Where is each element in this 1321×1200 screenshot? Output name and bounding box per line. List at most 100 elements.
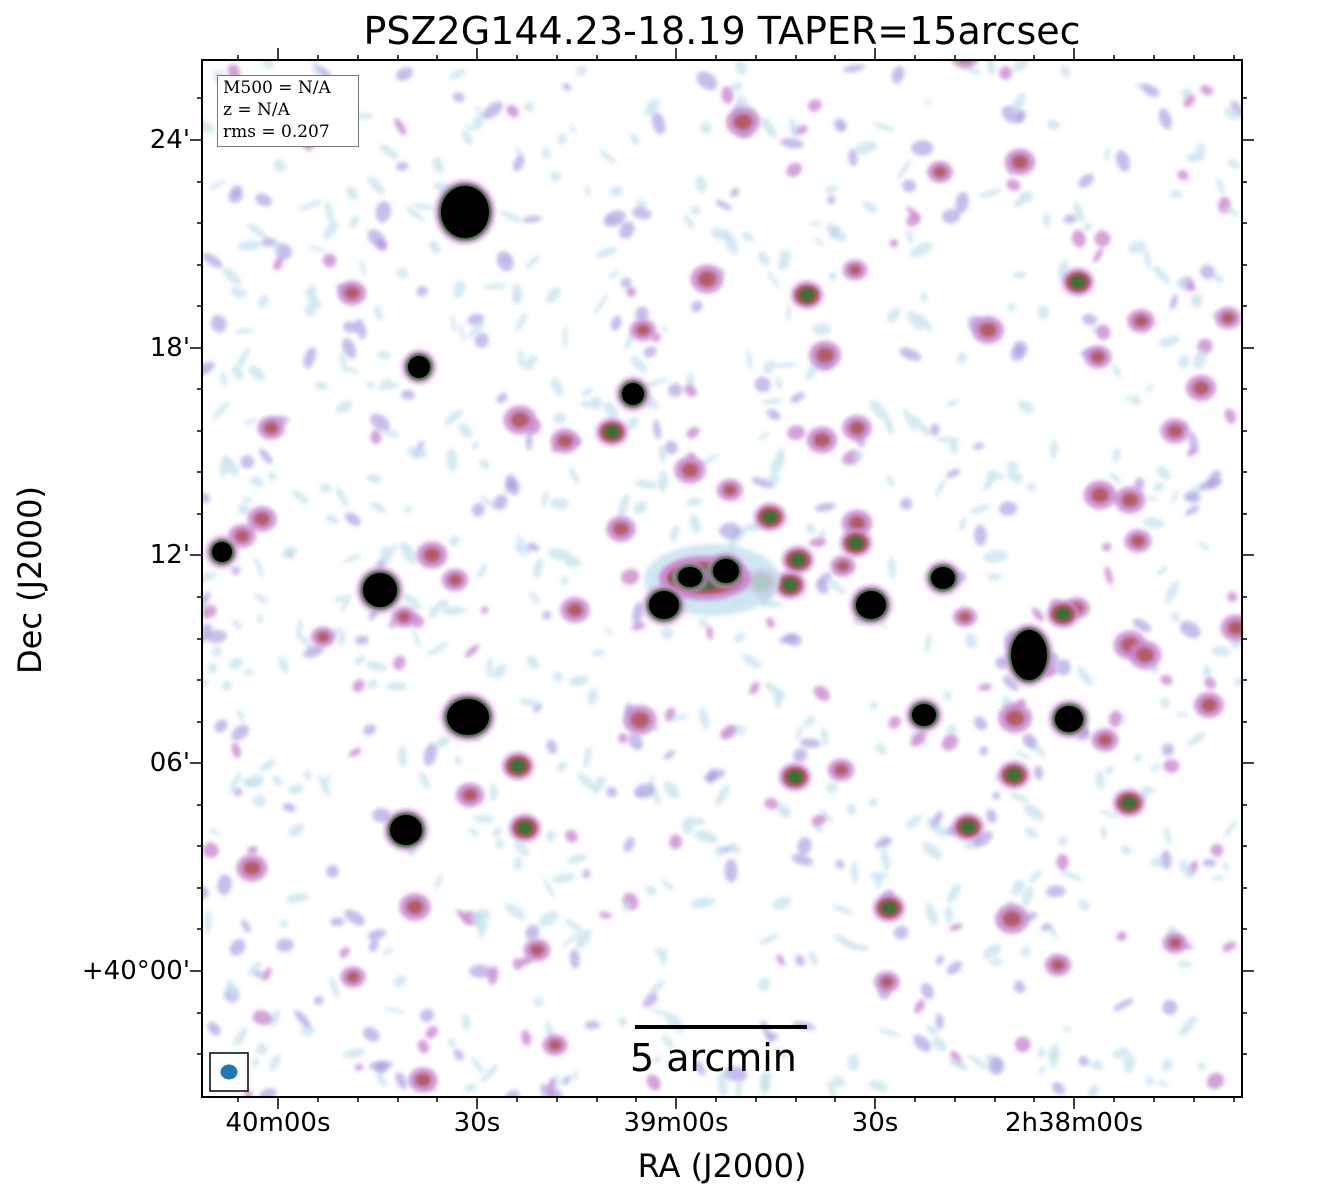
faint-source [1011,154,1029,170]
noise-field [202,60,1242,1097]
faint-source [423,547,441,563]
faint-source [722,483,738,497]
faint-source [697,270,717,288]
moderate-source [502,752,534,780]
moderate-source [873,894,905,922]
faint-source [510,411,530,429]
bright-source [435,180,495,244]
faint-source [1002,910,1022,928]
faint-source [1121,492,1139,508]
moderate-source [840,529,872,557]
faint-source [733,113,753,131]
faint-source [1090,350,1106,364]
faint-source [815,347,835,363]
faint-source [1220,311,1236,325]
y-tick-label: +40°00' [81,956,190,986]
faint-source [1168,937,1182,949]
moderate-source [782,546,814,574]
faint-source [1133,314,1149,328]
moderate-source [779,763,811,791]
faint-source [1097,733,1113,747]
faint-source [548,1039,562,1051]
faint-source [848,420,866,436]
faint-source [447,573,463,587]
moderate-source [1113,789,1145,817]
bright-source [402,350,436,384]
faint-source [848,515,866,531]
redshift-text: z = N/A [223,100,290,120]
bright-source [441,693,495,741]
faint-source [1200,697,1218,713]
bright-source [643,585,685,625]
faint-source [681,462,699,478]
bright-source [206,536,238,568]
faint-source [635,323,651,337]
moderate-source [774,571,806,599]
faint-source [833,763,849,777]
beam-ellipse [220,1064,238,1080]
bright-source [1005,624,1053,686]
faint-source [630,711,650,729]
faint-source [1130,534,1146,548]
x-tick-label: 40m00s [225,1108,331,1138]
radio-sources [206,60,1242,1093]
x-tick-label: 30s [851,1108,899,1138]
x-tick-label: 30s [453,1108,501,1138]
info-box: M500 = N/A z = N/A rms = 0.207 [217,75,359,147]
faint-source [253,511,271,527]
faint-source [462,788,478,802]
bright-source [357,567,403,613]
y-tick-label: 18' [149,333,190,363]
faint-source [243,860,261,876]
scalebar-label: 5 arcmin [630,1036,797,1080]
faint-source [414,1073,432,1087]
moderate-source [754,503,786,531]
faint-source [557,434,573,448]
faint-source [566,602,584,618]
faint-source [1090,486,1110,504]
moderate-source [998,761,1030,789]
moderate-source [509,814,541,842]
bright-source [707,553,745,589]
bright-source [850,585,892,625]
faint-source [978,322,998,338]
bright-source [672,561,708,593]
bright-source [925,561,961,595]
faint-source [344,286,360,300]
faint-source [1005,709,1025,727]
faint-source [263,421,279,435]
faint-source [529,943,545,957]
m500-text: M500 = N/A [223,78,331,98]
y-tick-label: 12' [149,540,190,570]
rms-text: rms = 0.207 [223,122,330,142]
faint-source [406,899,424,915]
faint-source [813,432,831,448]
moderate-source [596,418,628,446]
plot-frame [201,59,1243,1098]
faint-source [234,529,250,543]
faint-source [836,560,850,572]
moderate-source [791,281,823,309]
bright-source [616,377,650,411]
faint-source [346,971,360,983]
y-tick-label: 06' [149,748,190,778]
faint-source [880,976,894,988]
x-axis-label: RA (J2000) [637,1147,807,1185]
x-tick-label: 39m00s [623,1108,729,1138]
bright-source [384,809,428,851]
bright-source [906,698,942,732]
y-axis-label: Dec (J2000) [11,486,49,674]
faint-source [848,264,862,276]
y-tick-label: 24' [149,125,190,155]
faint-source [1227,620,1242,636]
x-tick-label: 2h38m00s [1004,1108,1144,1138]
faint-source [1135,647,1155,663]
faint-source [612,521,630,537]
faint-source [1192,380,1210,396]
faint-source [1166,424,1184,438]
bright-source [1049,700,1089,738]
faint-source [1050,958,1066,972]
faint-source [397,611,411,623]
moderate-source [1047,600,1079,628]
